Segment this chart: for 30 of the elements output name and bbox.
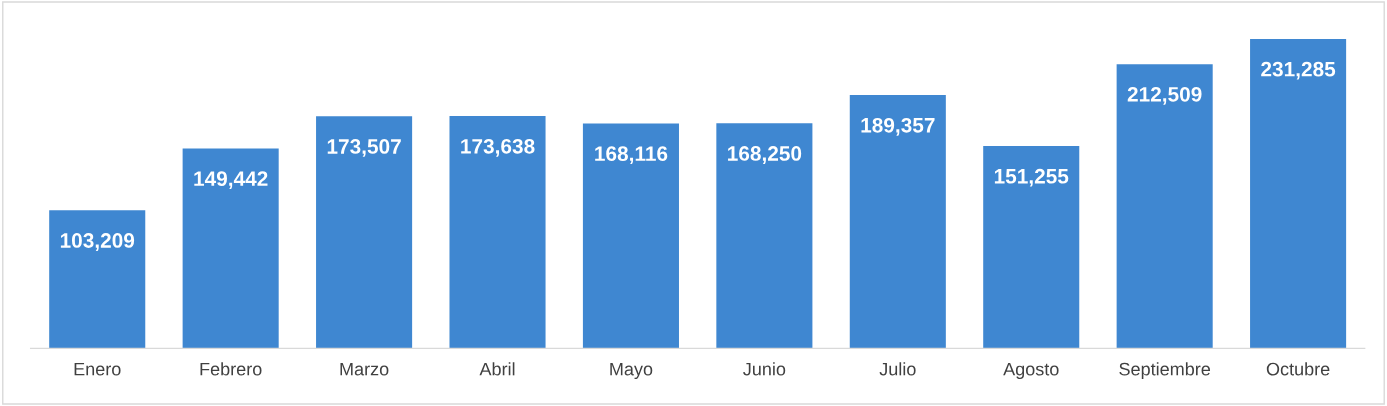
bar xyxy=(316,116,413,349)
x-tick-label: Septiembre xyxy=(1119,362,1211,380)
data-label: 212,509 xyxy=(1127,86,1202,105)
x-tick-label: Mayo xyxy=(610,362,653,380)
data-label: 168,116 xyxy=(595,146,668,165)
bar xyxy=(983,146,1080,349)
bar xyxy=(1250,39,1347,349)
bar xyxy=(582,123,679,349)
data-label: 173,507 xyxy=(327,139,401,157)
bar xyxy=(49,210,146,349)
bar xyxy=(449,116,546,349)
x-tick-label: Abril xyxy=(479,362,515,376)
x-tick-label: Marzo xyxy=(340,362,389,376)
data-label: 231,285 xyxy=(1261,61,1336,80)
data-label: 173,638 xyxy=(461,138,535,157)
data-label: 103,209 xyxy=(60,233,135,251)
x-tick-label: Enero xyxy=(74,362,121,376)
x-tick-label: Junio xyxy=(743,362,786,376)
x-tick-label: Febrero xyxy=(200,362,262,376)
x-tick-label: Agosto xyxy=(1003,362,1059,380)
data-label: 151,255 xyxy=(994,168,1069,187)
bar xyxy=(1116,64,1213,349)
bar xyxy=(182,148,279,349)
x-tick-label: Octubre xyxy=(1266,362,1330,376)
data-label: 149,442 xyxy=(194,171,268,190)
data-label: 189,357 xyxy=(861,117,935,136)
bar xyxy=(849,95,946,349)
x-tick-label: Julio xyxy=(879,362,916,376)
data-label: 168,250 xyxy=(728,146,802,164)
bar xyxy=(716,123,813,349)
